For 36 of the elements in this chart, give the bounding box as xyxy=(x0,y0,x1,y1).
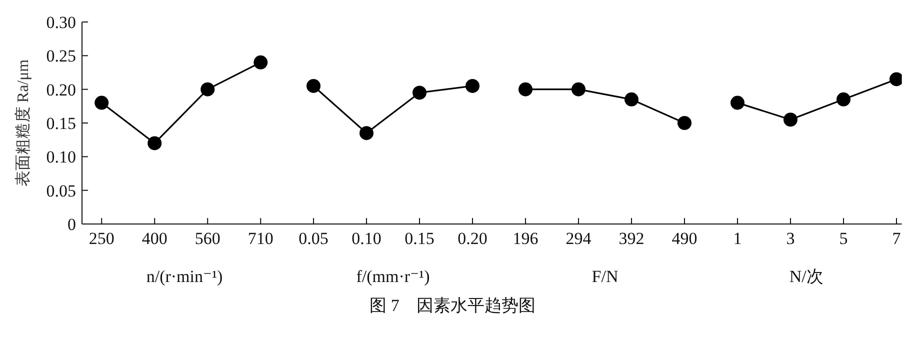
point xyxy=(94,96,109,110)
y-axis-title: 表面粗糙度 Ra/μm xyxy=(14,58,32,187)
x-tick-label: 250 xyxy=(88,229,114,248)
x-tick-label: 0.10 xyxy=(352,229,382,248)
x-tick-label: 0.05 xyxy=(298,229,328,248)
x-tick-label: 400 xyxy=(142,229,168,248)
point xyxy=(200,82,215,96)
x-tick-label: 392 xyxy=(618,229,644,248)
x-tick-label: 710 xyxy=(248,229,274,248)
x-axis-title: F/N xyxy=(592,267,618,286)
x-tick-label: 294 xyxy=(566,229,592,248)
y-tick-label: 0.30 xyxy=(46,13,76,32)
x-tick-label: 0.20 xyxy=(458,229,488,248)
x-tick-label: 3 xyxy=(786,229,795,248)
x-tick-label: 5 xyxy=(839,229,848,248)
y-tick-label: 0.15 xyxy=(46,114,76,134)
point xyxy=(254,55,268,70)
x-tick-label: 490 xyxy=(672,229,698,248)
x-axis-title: n/(r·min⁻¹) xyxy=(146,267,223,286)
point xyxy=(730,96,745,110)
x-tick-label: 1 xyxy=(733,229,742,248)
point xyxy=(148,136,162,150)
point xyxy=(836,92,851,106)
y-tick-label: 0.20 xyxy=(46,80,76,100)
x-axis-title: N/次 xyxy=(790,267,824,286)
y-tick-label: 0.25 xyxy=(46,46,76,66)
point xyxy=(784,112,798,127)
x-tick-label: 0.15 xyxy=(404,229,434,248)
y-tick-label: 0 xyxy=(68,215,76,234)
y-tick-label: 0.05 xyxy=(46,181,76,200)
x-tick-label: 7 xyxy=(892,229,901,248)
caption: 图 7 因素水平趋势图 xyxy=(368,295,536,317)
x-tick-label: 196 xyxy=(512,229,538,248)
y-tick-label: 0.10 xyxy=(46,148,76,167)
x-axis-title: f/(mm·r⁻¹) xyxy=(356,267,430,286)
x-tick-label: 560 xyxy=(194,229,220,248)
